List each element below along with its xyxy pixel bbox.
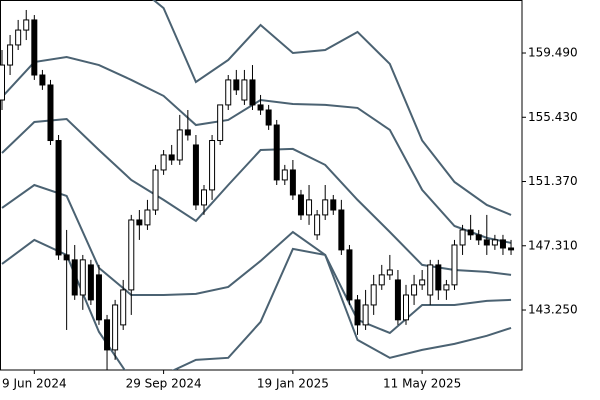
candle-body	[257, 104, 264, 111]
band-line	[152, 0, 512, 216]
candle-body	[233, 79, 240, 91]
x-tick-label: 19 Jan 2025	[257, 377, 329, 391]
candle-body	[71, 259, 78, 296]
candle-body	[128, 219, 135, 291]
candle-body	[225, 79, 232, 106]
candle-body	[120, 289, 127, 326]
candle-body	[23, 19, 30, 31]
candle-body	[508, 247, 515, 251]
candle-body	[55, 140, 62, 256]
candle-body	[112, 304, 119, 351]
band-line	[1, 238, 512, 370]
candle-body	[378, 274, 385, 286]
band-line	[1, 117, 512, 276]
plot-frame	[0, 0, 523, 371]
candle-body	[411, 284, 418, 296]
candle-body	[192, 144, 199, 206]
candle-body	[435, 264, 442, 291]
candle-body	[152, 169, 159, 211]
candle-body	[475, 234, 482, 241]
candle-body	[144, 209, 151, 226]
candle-body	[297, 194, 304, 216]
candle-body	[419, 279, 426, 286]
candle-body	[386, 269, 393, 276]
candle-body	[184, 129, 191, 136]
candle-body	[7, 44, 14, 66]
candle-body	[0, 64, 5, 101]
candle-body	[241, 79, 248, 101]
candle-body	[491, 239, 498, 246]
candle-body	[265, 109, 272, 126]
candle-body	[306, 199, 313, 216]
candle-body	[104, 319, 111, 351]
band-line	[1, 55, 512, 244]
candle-body	[168, 154, 175, 161]
candle-body	[451, 244, 458, 286]
candle-body	[499, 239, 506, 249]
candle-body	[201, 189, 207, 206]
x-tick-label: 11 May 2025	[383, 377, 461, 391]
candle-body	[427, 264, 434, 296]
y-tick-label: 155.430	[528, 110, 578, 124]
candle-body	[483, 239, 490, 246]
candle-body	[160, 154, 167, 171]
candle-body	[217, 104, 224, 142]
candle-body	[459, 229, 466, 246]
candle-body	[467, 229, 474, 236]
y-tick-label: 159.490	[528, 46, 578, 60]
candle-body	[95, 274, 102, 321]
candle-body	[370, 284, 377, 306]
candle-body	[136, 219, 143, 226]
candle-body	[362, 304, 369, 326]
candle-body	[39, 74, 46, 86]
candle-body	[338, 209, 345, 251]
candle-body	[79, 259, 86, 296]
candle-body	[63, 254, 70, 261]
plot-area	[0, 0, 515, 370]
candle-body	[330, 199, 337, 211]
band-line	[1, 183, 512, 335]
candle-body	[314, 214, 321, 236]
candle-body	[403, 294, 409, 321]
candle-body	[346, 249, 353, 301]
candle-body	[249, 79, 256, 106]
candle-body	[281, 169, 288, 181]
candle-body	[273, 124, 280, 181]
x-tick-label: 29 Sep 2024	[126, 377, 202, 391]
candle-body	[31, 19, 38, 76]
candle-body	[176, 129, 183, 161]
candle-body	[209, 140, 216, 191]
candle-body	[15, 29, 22, 46]
y-tick-label: 143.250	[528, 303, 578, 317]
candle-body	[87, 264, 94, 301]
candle-body	[47, 84, 54, 142]
y-tick-label: 147.310	[528, 238, 578, 252]
candle-body	[394, 279, 401, 321]
candle-body	[322, 199, 329, 216]
candle-body	[443, 284, 450, 291]
x-tick-label: 9 Jun 2024	[2, 377, 67, 391]
candle-body	[289, 169, 296, 196]
candle-body	[354, 299, 361, 326]
y-tick-label: 151.370	[528, 174, 578, 188]
